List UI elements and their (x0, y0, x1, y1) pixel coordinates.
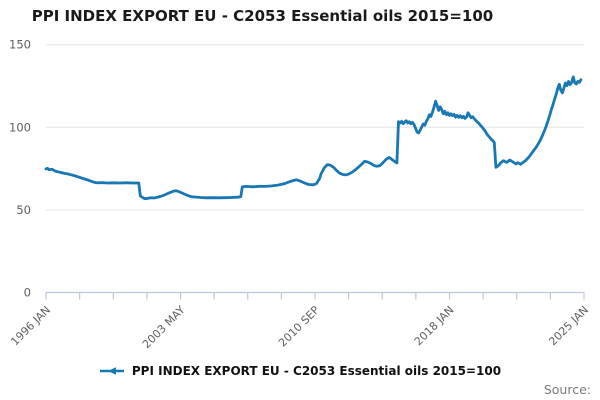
legend-series-label: PPI INDEX EXPORT EU - C2053 Essential oi… (131, 364, 502, 378)
y-axis-tick-label: 0 (24, 286, 31, 300)
y-axis-tick-label: 100 (9, 120, 31, 134)
x-axis-tick-label: 2025 JAN (546, 303, 591, 348)
chart-title: PPI INDEX EXPORT EU - C2053 Essential oi… (31, 7, 494, 25)
legend-item[interactable]: PPI INDEX EXPORT EU - C2053 Essential oi… (0, 362, 600, 380)
x-axis-tick-label: 2018 JAN (412, 303, 457, 348)
y-axis-tick-label: 50 (16, 203, 31, 217)
legend-line-marker-icon (99, 367, 124, 375)
y-axis-tick-label: 150 (9, 38, 31, 52)
source-attribution: Source: (543, 382, 591, 397)
x-axis-tick-label: 2003 MAY (140, 303, 188, 351)
series-line-ppi-index[interactable] (44, 75, 583, 201)
x-axis-tick-label: 2010 SEP (276, 303, 322, 349)
x-axis-tick-label: 1996 JAN (8, 303, 53, 348)
